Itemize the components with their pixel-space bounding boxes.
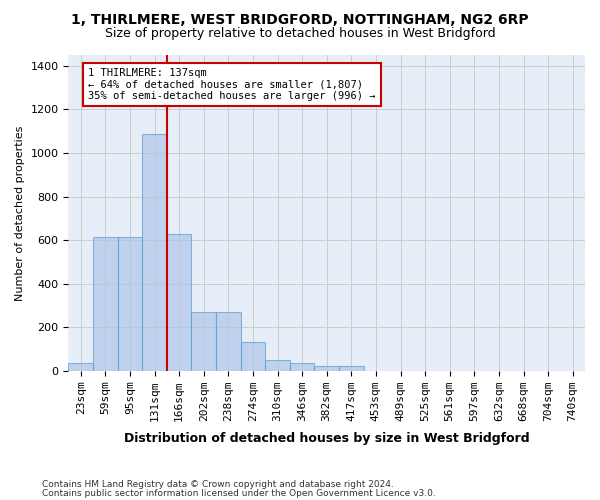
- Bar: [68, 363, 93, 370]
- X-axis label: Distribution of detached houses by size in West Bridgford: Distribution of detached houses by size …: [124, 432, 530, 445]
- Bar: [167, 234, 191, 370]
- Bar: [216, 312, 241, 370]
- Bar: [339, 366, 364, 370]
- Bar: [241, 342, 265, 370]
- Bar: [290, 363, 314, 370]
- Bar: [191, 312, 216, 370]
- Bar: [118, 237, 142, 370]
- Bar: [142, 134, 167, 370]
- Bar: [93, 237, 118, 370]
- Text: Contains HM Land Registry data © Crown copyright and database right 2024.: Contains HM Land Registry data © Crown c…: [42, 480, 394, 489]
- Bar: [265, 360, 290, 370]
- Bar: [314, 366, 339, 370]
- Y-axis label: Number of detached properties: Number of detached properties: [15, 125, 25, 300]
- Text: 1 THIRLMERE: 137sqm
← 64% of detached houses are smaller (1,807)
35% of semi-det: 1 THIRLMERE: 137sqm ← 64% of detached ho…: [88, 68, 376, 102]
- Text: 1, THIRLMERE, WEST BRIDGFORD, NOTTINGHAM, NG2 6RP: 1, THIRLMERE, WEST BRIDGFORD, NOTTINGHAM…: [71, 12, 529, 26]
- Text: Size of property relative to detached houses in West Bridgford: Size of property relative to detached ho…: [104, 28, 496, 40]
- Text: Contains public sector information licensed under the Open Government Licence v3: Contains public sector information licen…: [42, 489, 436, 498]
